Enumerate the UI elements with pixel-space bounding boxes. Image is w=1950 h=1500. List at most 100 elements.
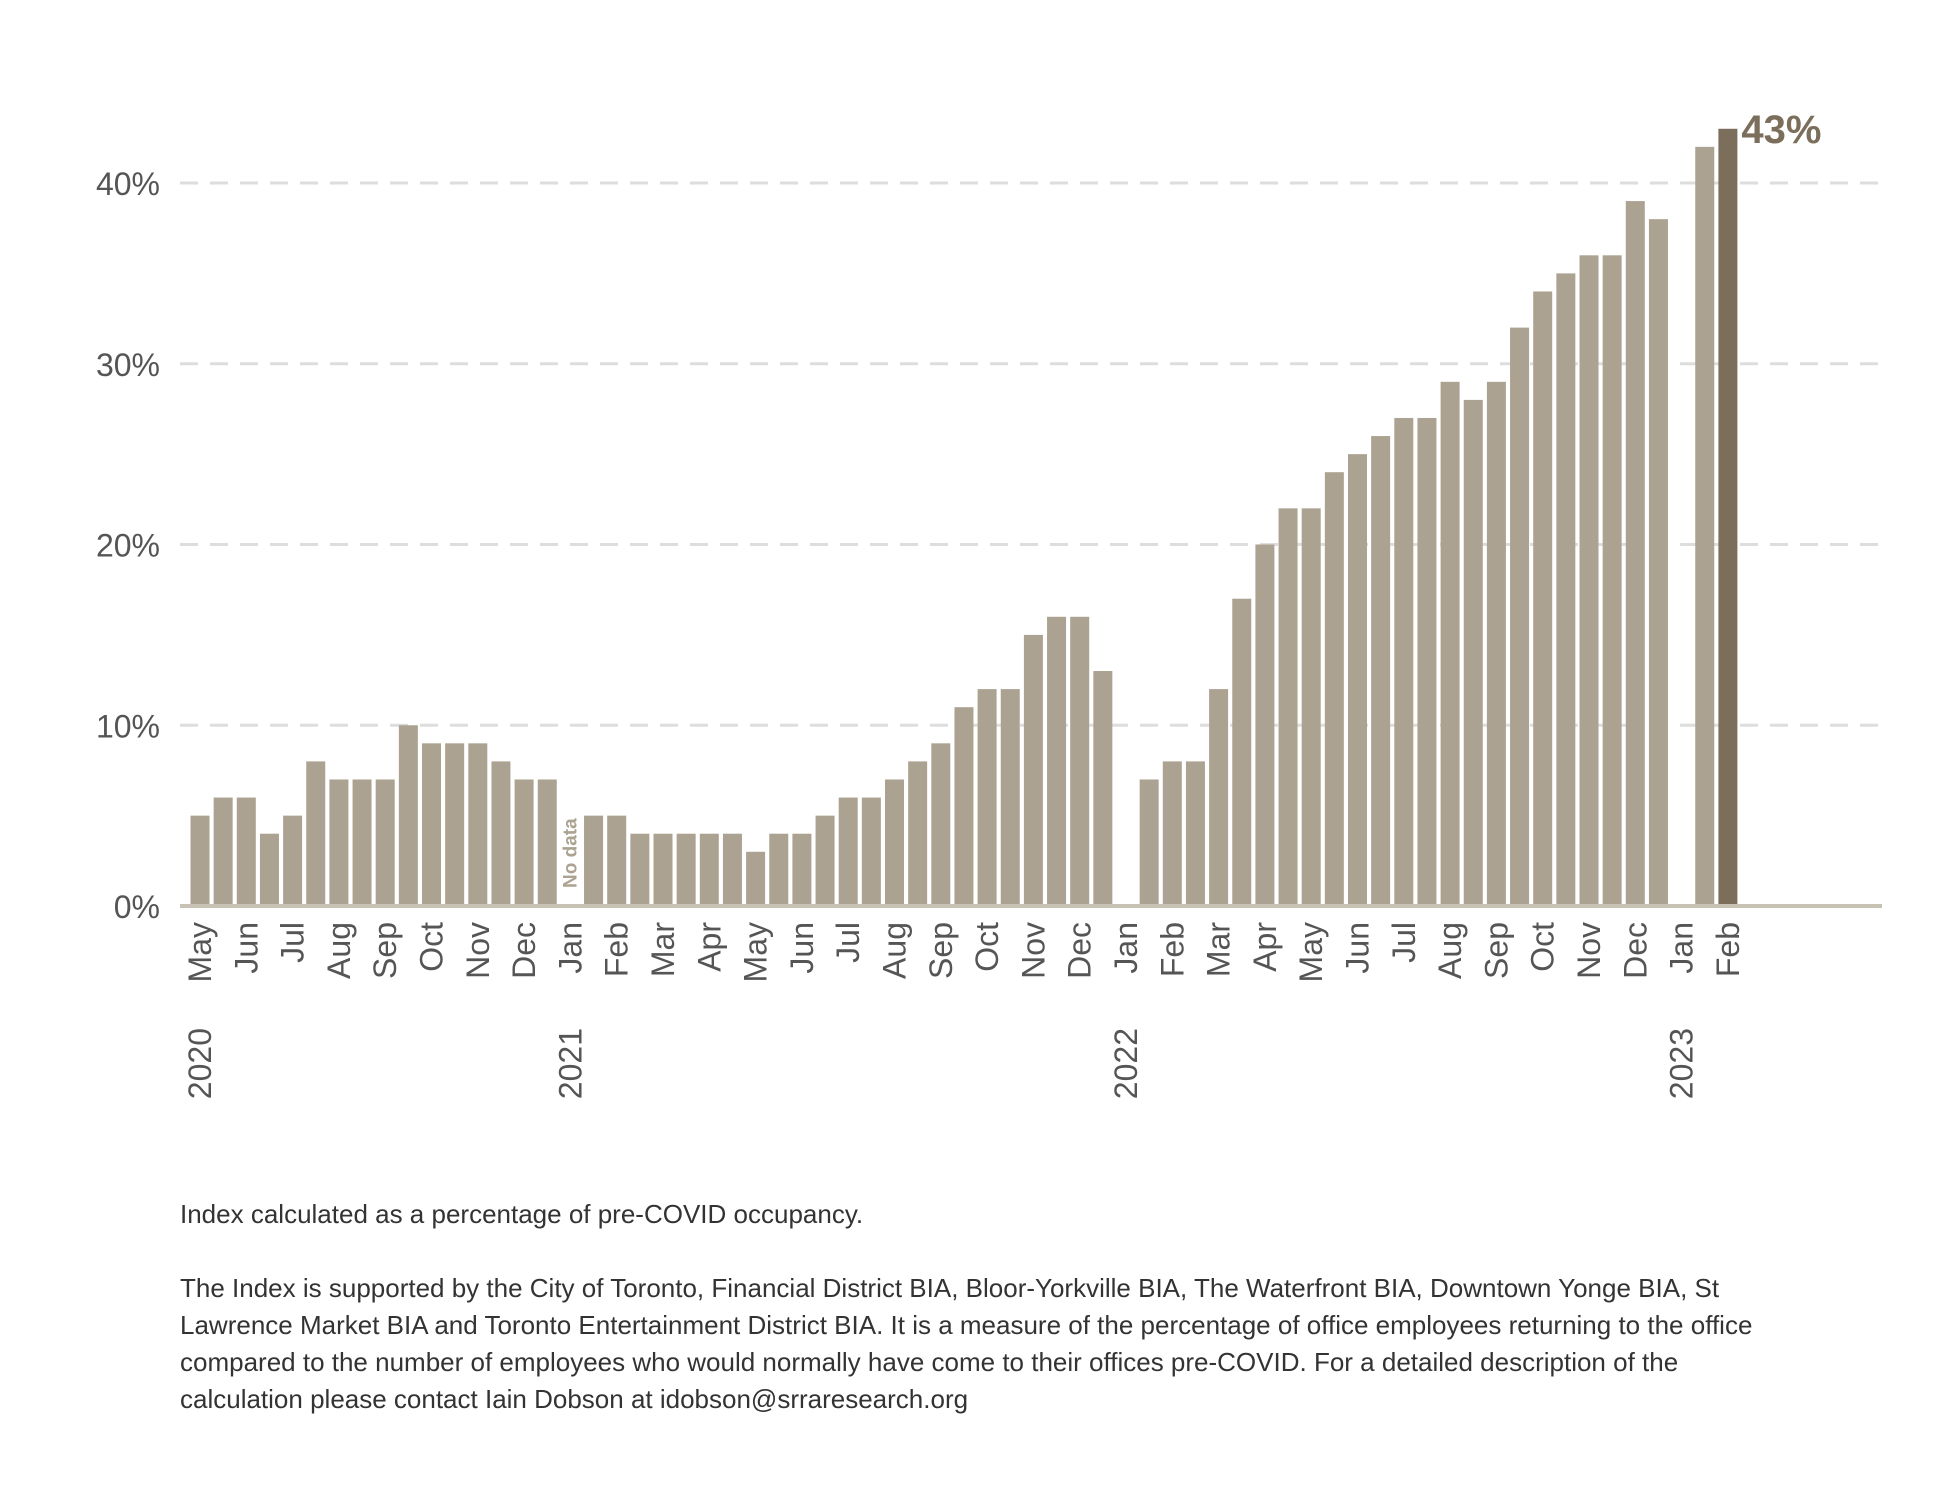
x-tick-label: Jan [552,922,588,974]
bar [1440,381,1460,906]
x-tick-label: Jun [784,922,820,974]
bar [468,743,488,906]
y-tick-label: 30% [96,347,160,383]
bar [699,833,719,906]
bar [1209,689,1229,906]
bar [977,689,997,906]
bar [838,797,858,906]
x-tick-label: May [1293,922,1329,982]
x-tick-label: Aug [877,922,913,979]
bar [607,815,627,906]
bar [630,833,650,906]
x-tick-label: Nov [1571,922,1607,979]
bar [537,779,557,906]
footnote-index-definition: Index calculated as a percentage of pre-… [180,1199,864,1229]
bar [1255,544,1275,906]
bar [375,779,395,906]
year-label: 2022 [1108,1028,1144,1099]
year-label: 2020 [182,1028,218,1099]
x-tick-label: Jul [1386,922,1422,963]
year-label: 2021 [552,1028,588,1099]
bar [306,761,326,906]
x-tick-label: Feb [1154,922,1190,977]
bar [1556,273,1576,906]
bar [398,725,418,906]
bar [676,833,696,906]
bar [885,779,904,906]
bar [514,779,534,906]
x-tick-label: Dec [1062,922,1098,979]
bar [1510,327,1530,907]
x-tick-label: Nov [460,922,496,979]
y-tick-label: 20% [96,528,160,564]
x-tick-label: May [182,922,218,982]
bar [1417,417,1437,906]
y-tick-label: 0% [114,889,160,925]
bar [931,743,951,906]
bar [815,815,835,906]
x-tick-label: Aug [1432,922,1468,979]
bar [329,779,349,906]
x-tick-label: Feb [599,922,635,977]
x-tick-label: Apr [691,922,727,972]
x-tick-label: Jun [228,922,264,974]
bar [1139,779,1159,906]
x-tick-label: Dec [506,922,542,979]
bar [1533,291,1553,906]
y-tick-label: 40% [96,166,160,202]
axis-labels: 0% 10% 20% 30% 40% 43% No data May Jun Jul Aug Sep O… [96,108,1822,1099]
x-tick-label: Mar [645,922,681,977]
x-tick-label: Oct [414,922,450,972]
x-tick-label: Nov [1015,922,1051,979]
x-tick-label: Apr [1247,922,1283,972]
bar [283,815,303,906]
x-tick-label: Dec [1617,922,1653,979]
footnote-index-description: The Index is supported by the City of To… [180,1273,1753,1414]
bar [1023,634,1043,906]
x-tick-label: Aug [321,922,357,979]
x-tick-label: May [738,922,774,982]
bar [1394,417,1414,906]
x-tick-label: Oct [1525,922,1561,972]
bar [1648,219,1668,906]
latest-value-label: 43% [1741,108,1821,152]
x-tick-label: Mar [1201,922,1237,977]
bar [1278,508,1298,906]
x-tick-label: Jan [1664,922,1700,974]
bars [190,128,1738,907]
bar [236,797,256,906]
bar [1301,508,1321,906]
bar [1718,128,1738,906]
bar [722,833,742,906]
bar [1070,616,1090,906]
bar [769,833,789,906]
bar [908,761,928,906]
no-data-label: No data [560,818,581,888]
bar [792,833,812,906]
bar [352,779,372,906]
bar [259,833,279,906]
bar [1695,146,1715,907]
x-tick-label: Sep [923,922,959,979]
bar [1162,761,1182,906]
bar [190,815,210,906]
bar [1185,761,1205,906]
bar [1348,454,1367,906]
bar [1371,436,1391,906]
bar [445,743,465,906]
x-tick-label: Jul [275,922,311,963]
x-tick-label: Feb [1710,922,1746,977]
bar [746,851,766,906]
x-tick-label: Jun [1340,922,1376,974]
x-tick-label: Oct [969,922,1005,972]
x-tick-label: Jul [830,922,866,963]
bar [1232,598,1252,906]
bar [491,761,511,906]
year-label: 2023 [1664,1028,1700,1099]
bar [422,743,441,906]
bar [1579,255,1599,907]
bar [1486,381,1506,906]
bar [1047,616,1067,906]
bar [861,797,881,906]
bar [1093,671,1113,906]
